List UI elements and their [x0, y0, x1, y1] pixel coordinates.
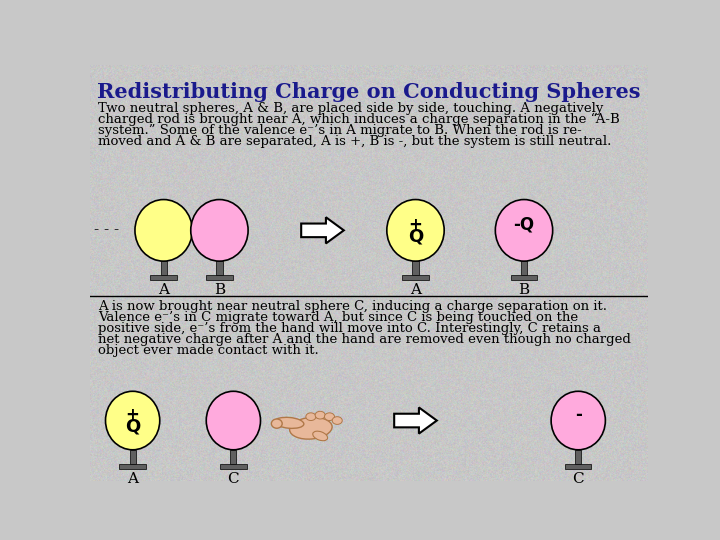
Ellipse shape [191, 200, 248, 261]
Text: positive side, e⁻’s from the hand will move into C. Interestingly, C retains a: positive side, e⁻’s from the hand will m… [98, 322, 600, 335]
Ellipse shape [289, 417, 332, 439]
Bar [413, 261, 418, 275]
Ellipse shape [312, 431, 328, 441]
Text: B: B [518, 284, 530, 298]
Text: +: + [408, 216, 423, 234]
Text: -Q: -Q [513, 216, 534, 234]
Ellipse shape [495, 200, 553, 261]
Bar [220, 464, 246, 469]
Ellipse shape [206, 392, 261, 450]
Text: A: A [158, 284, 169, 298]
Bar [575, 450, 581, 464]
Text: charged rod is brought near A, which induces a charge separation in the “A-B: charged rod is brought near A, which ind… [98, 113, 619, 126]
Ellipse shape [551, 392, 606, 450]
Ellipse shape [325, 413, 335, 421]
Bar [216, 261, 222, 275]
Ellipse shape [135, 200, 192, 261]
Ellipse shape [106, 392, 160, 450]
Ellipse shape [306, 413, 316, 421]
Bar [521, 261, 527, 275]
Text: net negative charge after A and the hand are removed even though no charged: net negative charge after A and the hand… [98, 333, 631, 346]
Text: system.” Some of the valence e⁻’s in A migrate to B. When the rod is re-: system.” Some of the valence e⁻’s in A m… [98, 124, 582, 137]
Ellipse shape [387, 200, 444, 261]
Text: Two neutral spheres, A & B, are placed side by side, touching. A negatively: Two neutral spheres, A & B, are placed s… [98, 102, 603, 115]
Bar [206, 275, 233, 280]
Ellipse shape [332, 417, 342, 424]
Text: C: C [228, 472, 239, 486]
Text: A: A [410, 284, 421, 298]
Ellipse shape [274, 417, 304, 428]
Bar [230, 450, 236, 464]
Bar [565, 464, 591, 469]
Ellipse shape [271, 419, 282, 428]
Text: Q: Q [408, 227, 423, 246]
Text: +: + [126, 406, 140, 424]
Text: A: A [127, 472, 138, 486]
Text: - - -: - - - [94, 224, 119, 238]
Text: -: - [575, 406, 582, 424]
Text: C: C [572, 472, 584, 486]
Text: A is now brought near neutral sphere C, inducing a charge separation on it.: A is now brought near neutral sphere C, … [98, 300, 607, 313]
Bar [510, 275, 537, 280]
Bar [130, 450, 136, 464]
Text: Valence e⁻’s in C migrate toward A, but since C is being touched on the: Valence e⁻’s in C migrate toward A, but … [98, 311, 578, 324]
Polygon shape [394, 408, 437, 434]
Ellipse shape [315, 411, 325, 419]
Bar [402, 275, 428, 280]
Text: Q: Q [125, 418, 140, 436]
Polygon shape [301, 217, 344, 244]
Text: B: B [214, 284, 225, 298]
Text: Redistributing Charge on Conducting Spheres: Redistributing Charge on Conducting Sphe… [97, 82, 641, 102]
Text: object ever made contact with it.: object ever made contact with it. [98, 345, 318, 357]
Bar [161, 261, 167, 275]
Bar [120, 464, 145, 469]
Bar [150, 275, 177, 280]
Text: moved and A & B are separated, A is +, B is -, but the system is still neutral.: moved and A & B are separated, A is +, B… [98, 135, 611, 148]
